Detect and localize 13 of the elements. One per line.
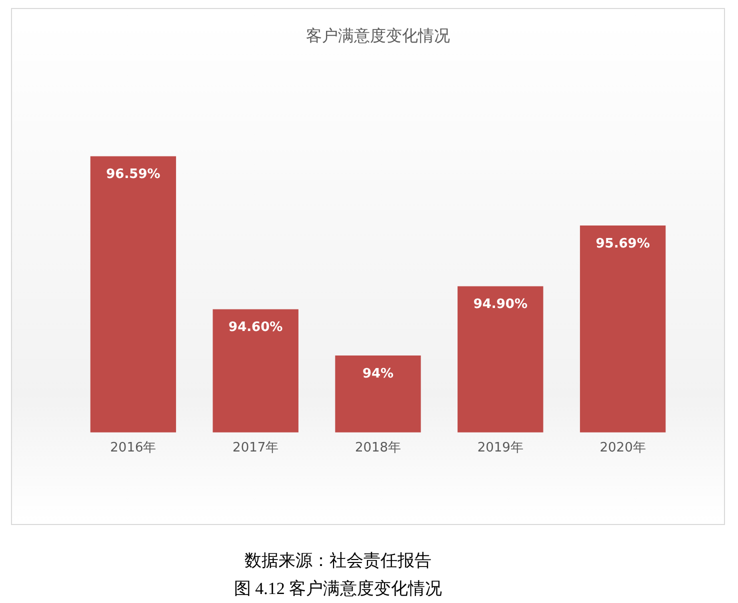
x-tick-label: 2017年 [232, 440, 279, 456]
data-label: 94.60% [228, 320, 283, 336]
x-tick-label: 2016年 [110, 440, 156, 456]
annotation: 图 4.12 客户满意度变化情况 [232, 578, 444, 600]
data-label: 95.69% [596, 236, 650, 252]
annotation: 数据来源：社会责任报告 [244, 550, 432, 572]
x-tick-label: 2020年 [600, 440, 646, 456]
x-tick-label: 2018年 [354, 440, 402, 456]
x-tick-label: 2019年 [477, 440, 524, 456]
chart-title: 客户满意度变化情况 [306, 26, 450, 45]
data-label: 96.59% [106, 167, 160, 182]
data-label: 94.90% [473, 297, 528, 312]
data-label: 94% [362, 366, 394, 382]
